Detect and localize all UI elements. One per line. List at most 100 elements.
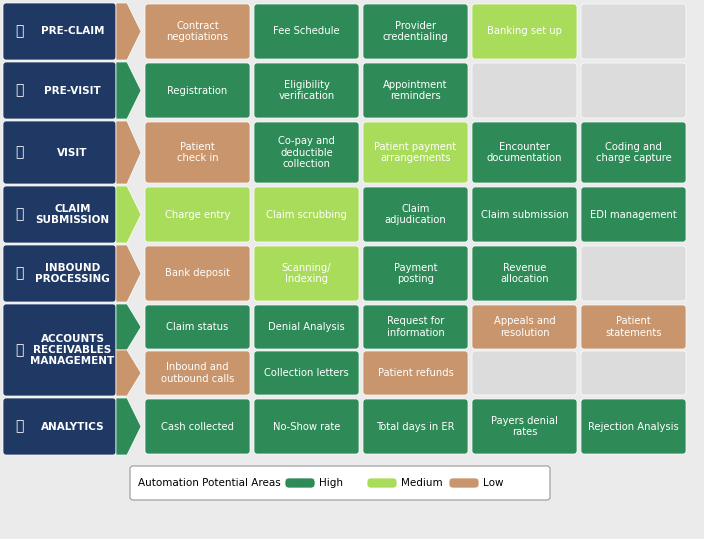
Text: VISIT: VISIT (57, 148, 88, 157)
Text: ⏱: ⏱ (15, 146, 23, 160)
FancyBboxPatch shape (363, 4, 468, 59)
FancyBboxPatch shape (581, 63, 686, 118)
Text: Eligibility
verification: Eligibility verification (278, 80, 334, 101)
FancyBboxPatch shape (472, 246, 577, 301)
FancyBboxPatch shape (363, 399, 468, 454)
FancyBboxPatch shape (472, 122, 577, 183)
Text: Appointment
reminders: Appointment reminders (383, 80, 448, 101)
FancyBboxPatch shape (581, 122, 686, 183)
Text: Payment
posting: Payment posting (394, 262, 437, 284)
FancyBboxPatch shape (449, 478, 479, 488)
Polygon shape (116, 62, 141, 119)
Polygon shape (116, 245, 141, 302)
FancyBboxPatch shape (367, 478, 397, 488)
Text: Patient payment
arrangements: Patient payment arrangements (375, 142, 457, 163)
FancyBboxPatch shape (472, 399, 577, 454)
FancyBboxPatch shape (3, 304, 116, 396)
Polygon shape (116, 121, 141, 184)
Text: 📈: 📈 (15, 419, 23, 433)
FancyBboxPatch shape (3, 3, 116, 60)
Text: Registration: Registration (168, 86, 227, 95)
Text: High: High (319, 478, 343, 488)
FancyBboxPatch shape (363, 305, 468, 349)
Text: ANALYTICS: ANALYTICS (41, 421, 104, 432)
Text: Claim
adjudication: Claim adjudication (384, 204, 446, 225)
FancyBboxPatch shape (145, 4, 250, 59)
FancyBboxPatch shape (581, 187, 686, 242)
FancyBboxPatch shape (581, 351, 686, 395)
Text: 🎯: 🎯 (15, 208, 23, 222)
Text: Scanning/
Indexing: Scanning/ Indexing (282, 262, 332, 284)
FancyBboxPatch shape (581, 4, 686, 59)
FancyBboxPatch shape (254, 351, 359, 395)
Text: Patient
statements: Patient statements (605, 316, 662, 338)
Text: Total days in ER: Total days in ER (376, 421, 455, 432)
Text: Banking set up: Banking set up (487, 26, 562, 37)
FancyBboxPatch shape (254, 399, 359, 454)
Text: Claim status: Claim status (166, 322, 229, 332)
FancyBboxPatch shape (472, 351, 577, 395)
FancyBboxPatch shape (254, 246, 359, 301)
Text: Denial Analysis: Denial Analysis (268, 322, 345, 332)
Polygon shape (116, 3, 141, 60)
Text: Encounter
documentation: Encounter documentation (486, 142, 562, 163)
Text: INBOUND
PROCESSING: INBOUND PROCESSING (35, 263, 110, 284)
FancyBboxPatch shape (145, 399, 250, 454)
FancyBboxPatch shape (254, 187, 359, 242)
FancyBboxPatch shape (363, 246, 468, 301)
FancyBboxPatch shape (581, 399, 686, 454)
FancyBboxPatch shape (254, 305, 359, 349)
FancyBboxPatch shape (581, 305, 686, 349)
Text: PRE-VISIT: PRE-VISIT (44, 86, 101, 95)
Polygon shape (116, 350, 141, 396)
FancyBboxPatch shape (3, 245, 116, 302)
FancyBboxPatch shape (363, 187, 468, 242)
FancyBboxPatch shape (130, 466, 550, 500)
Text: Bank deposit: Bank deposit (165, 268, 230, 279)
FancyBboxPatch shape (472, 4, 577, 59)
FancyBboxPatch shape (363, 122, 468, 183)
Text: Contract
negotiations: Contract negotiations (166, 20, 229, 42)
Text: ACCOUNTS
RECEIVABLES
MANAGEMENT: ACCOUNTS RECEIVABLES MANAGEMENT (30, 334, 115, 366)
Text: Charge entry: Charge entry (165, 210, 230, 219)
Text: Co-pay and
deductible
collection: Co-pay and deductible collection (278, 136, 335, 169)
FancyBboxPatch shape (254, 122, 359, 183)
Text: No-Show rate: No-Show rate (273, 421, 340, 432)
Text: Automation Potential Areas: Automation Potential Areas (138, 478, 281, 488)
FancyBboxPatch shape (363, 351, 468, 395)
Text: Claim scrubbing: Claim scrubbing (266, 210, 347, 219)
Text: Provider
credentialing: Provider credentialing (383, 20, 448, 42)
FancyBboxPatch shape (581, 246, 686, 301)
Text: 🚦: 🚦 (15, 84, 23, 98)
Text: Claim submission: Claim submission (481, 210, 568, 219)
Text: Patient refunds: Patient refunds (377, 368, 453, 378)
FancyBboxPatch shape (3, 398, 116, 455)
Text: Request for
information: Request for information (386, 316, 444, 338)
Text: Fee Schedule: Fee Schedule (273, 26, 340, 37)
FancyBboxPatch shape (3, 62, 116, 119)
Text: CLAIM
SUBMISSION: CLAIM SUBMISSION (35, 204, 110, 225)
Text: 📋: 📋 (15, 24, 23, 38)
Text: Payers denial
rates: Payers denial rates (491, 416, 558, 437)
FancyBboxPatch shape (363, 63, 468, 118)
FancyBboxPatch shape (472, 187, 577, 242)
Text: Cash collected: Cash collected (161, 421, 234, 432)
Polygon shape (116, 186, 141, 243)
Text: 📖: 📖 (15, 343, 23, 357)
FancyBboxPatch shape (472, 63, 577, 118)
Text: Patient
check in: Patient check in (177, 142, 218, 163)
Text: Revenue
allocation: Revenue allocation (500, 262, 549, 284)
FancyBboxPatch shape (145, 246, 250, 301)
Text: Appeals and
resolution: Appeals and resolution (494, 316, 555, 338)
Text: Coding and
charge capture: Coding and charge capture (596, 142, 672, 163)
FancyBboxPatch shape (145, 351, 250, 395)
FancyBboxPatch shape (3, 186, 116, 243)
Text: 📞: 📞 (15, 266, 23, 280)
FancyBboxPatch shape (145, 63, 250, 118)
Text: EDI management: EDI management (590, 210, 677, 219)
FancyBboxPatch shape (145, 122, 250, 183)
Text: Inbound and
outbound calls: Inbound and outbound calls (161, 362, 234, 384)
Text: Collection letters: Collection letters (264, 368, 349, 378)
Text: PRE-CLAIM: PRE-CLAIM (41, 26, 104, 37)
FancyBboxPatch shape (145, 305, 250, 349)
